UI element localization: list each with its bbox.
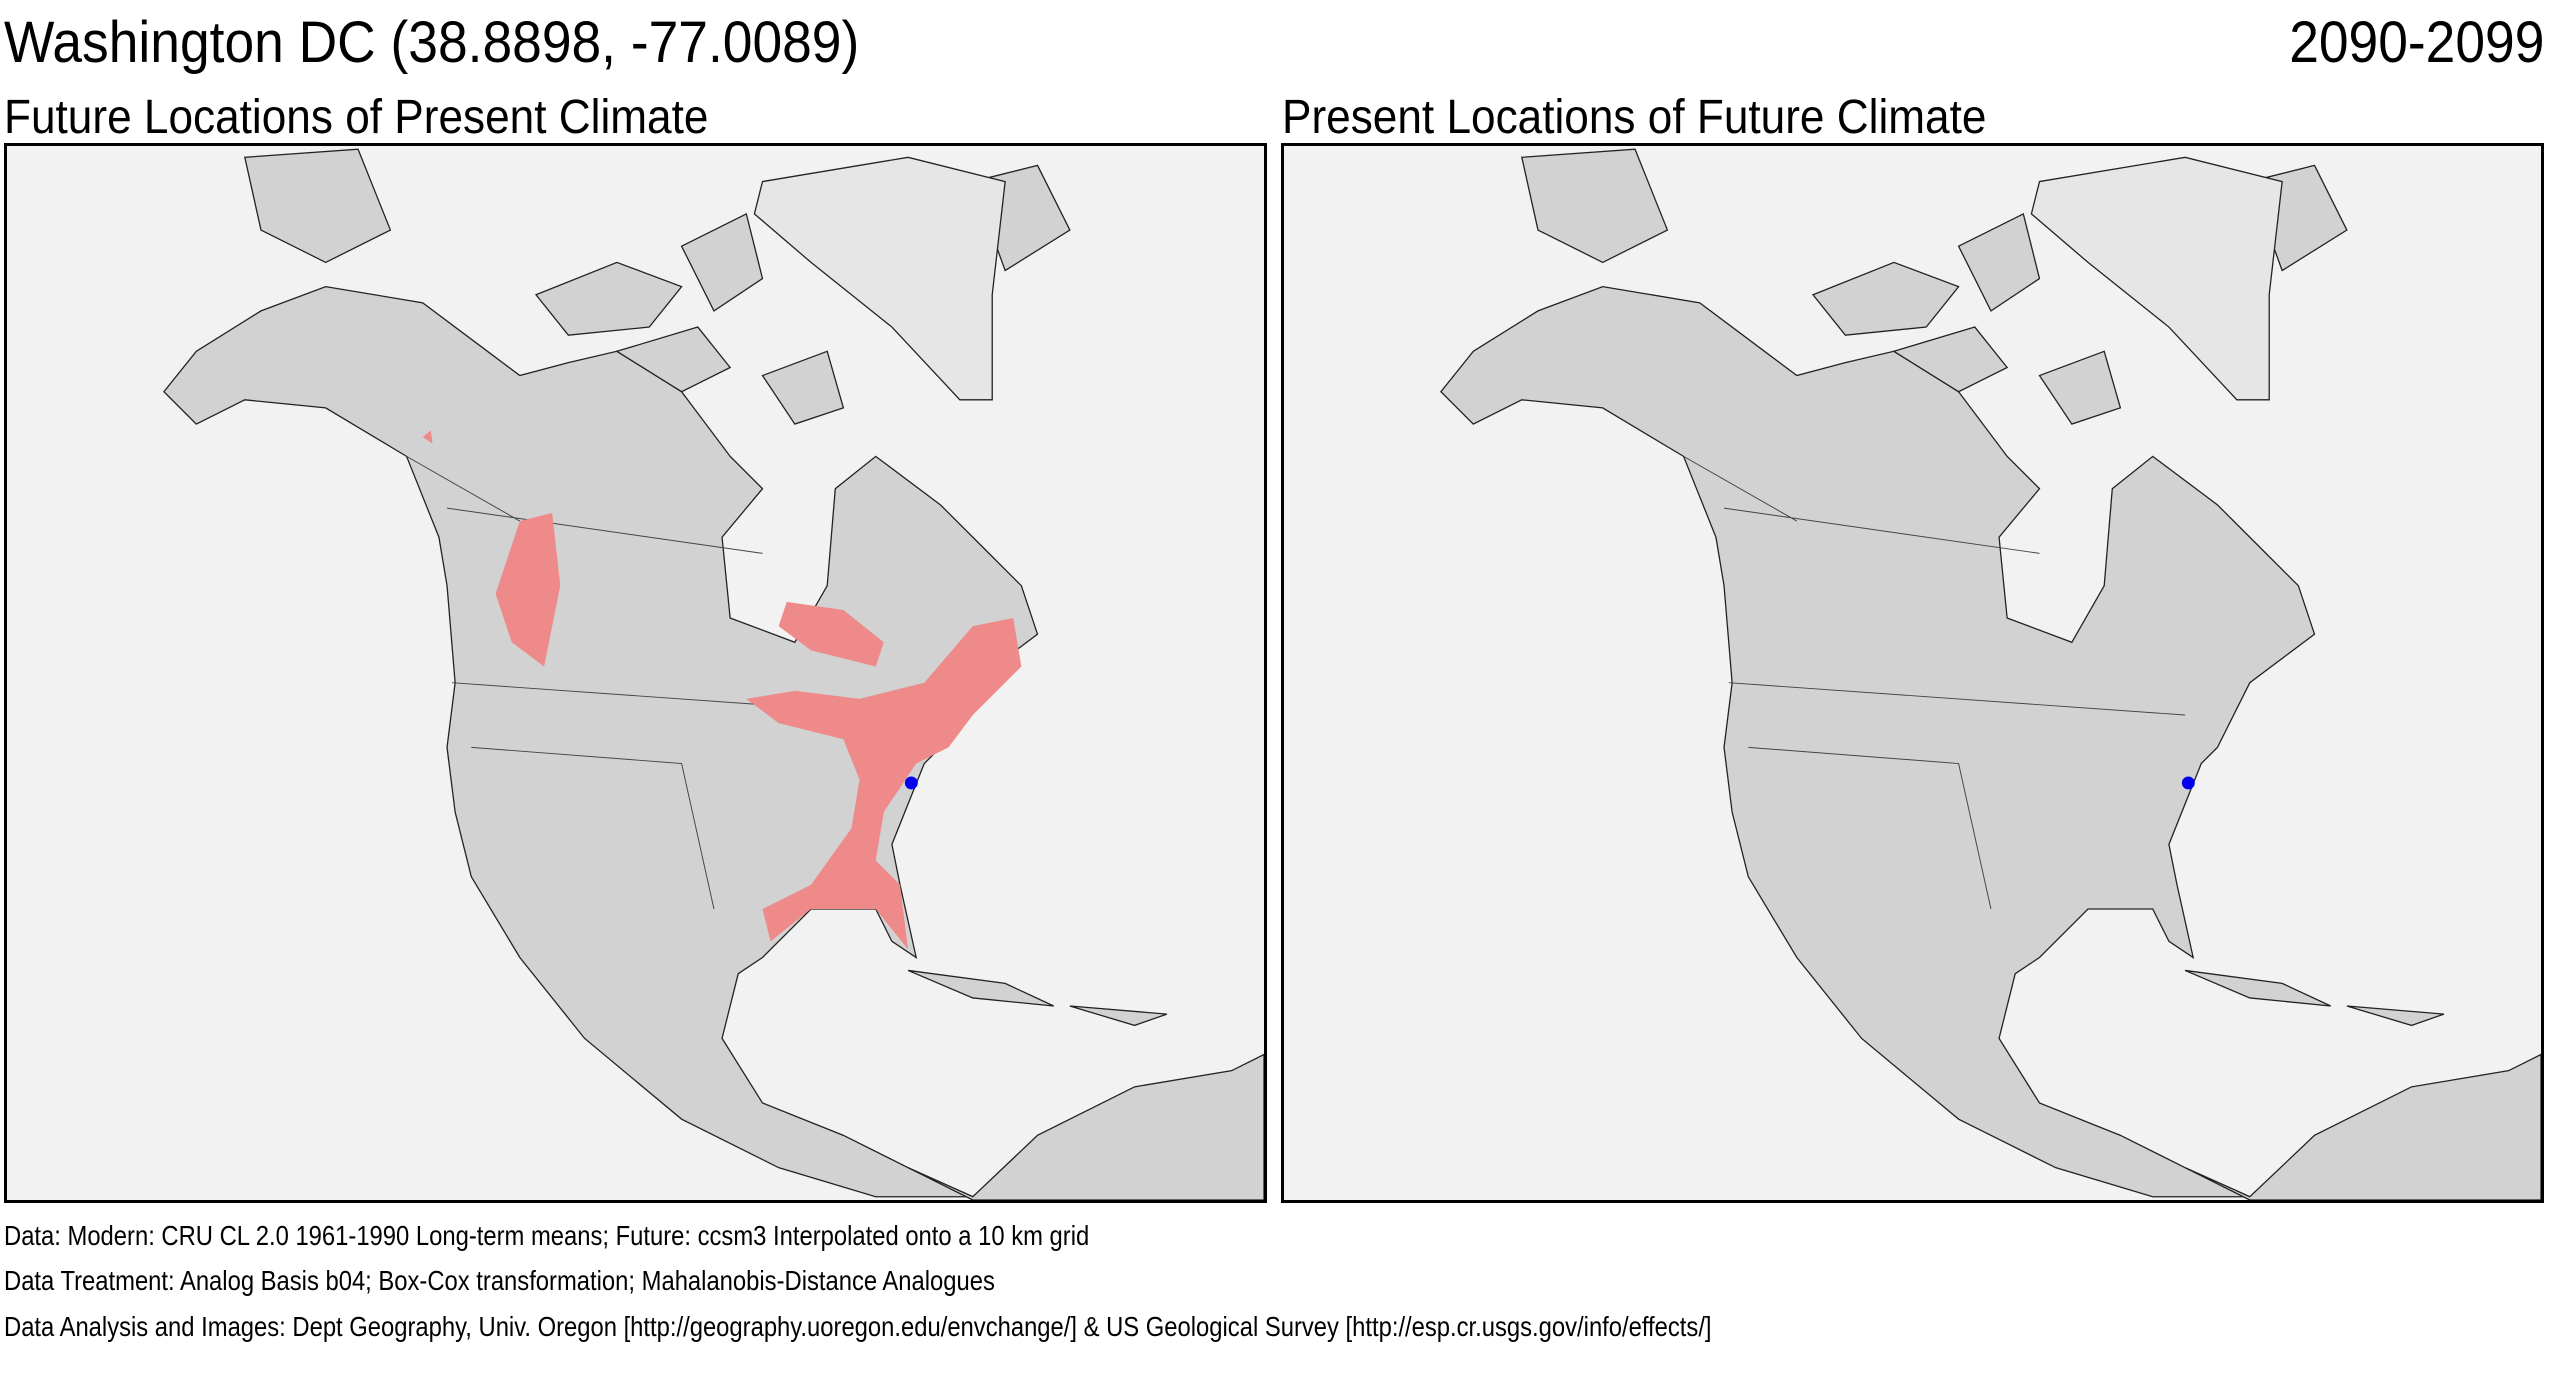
greenland-land <box>753 156 1006 401</box>
arctic-island <box>1957 212 2041 312</box>
arctic-island <box>761 350 845 425</box>
footer-credits: Data Analysis and Images: Dept Geography… <box>4 1311 1712 1342</box>
analog-region <box>495 512 561 667</box>
political-borders <box>406 455 909 910</box>
location-marker <box>904 776 918 790</box>
right-map-panel <box>1281 143 2544 1203</box>
arctic-island <box>534 261 683 336</box>
south-america-land <box>907 1053 1264 1200</box>
arctic-island <box>1521 148 1669 264</box>
period-label: 2090-2099 <box>2288 10 2544 75</box>
arctic-island <box>2038 350 2122 425</box>
analog-region <box>746 618 1022 950</box>
location-marker <box>2181 776 2195 790</box>
caribbean-island <box>2184 969 2331 1007</box>
arctic-island <box>615 326 732 393</box>
present-locations-map <box>1284 146 2541 1200</box>
future-locations-map <box>7 146 1264 1200</box>
greenland-land <box>2030 156 2283 401</box>
caribbean-island <box>907 969 1054 1007</box>
footer-data-treatment: Data Treatment: Analog Basis b04; Box-Co… <box>4 1265 995 1296</box>
arctic-island <box>1892 326 2009 393</box>
left-panel-title: Future Locations of Present Climate <box>4 91 709 144</box>
north-america-land <box>1440 285 2316 1198</box>
analog-region <box>778 601 884 667</box>
arctic-island <box>1811 261 1960 336</box>
arctic-island <box>244 148 392 264</box>
map-title: Washington DC (38.8898, -77.0089) <box>4 10 860 75</box>
footer-data-source: Data: Modern: CRU CL 2.0 1961-1990 Long-… <box>4 1220 1090 1251</box>
south-america-land <box>2184 1053 2541 1200</box>
left-map-panel <box>4 143 1267 1203</box>
arctic-island <box>680 212 764 312</box>
caribbean-island <box>1069 1005 1168 1027</box>
right-panel-title: Present Locations of Future Climate <box>1282 91 1987 144</box>
analog-region <box>422 430 433 444</box>
political-borders <box>1683 455 2186 910</box>
caribbean-island <box>2346 1005 2445 1027</box>
north-america-land <box>163 285 1039 1198</box>
